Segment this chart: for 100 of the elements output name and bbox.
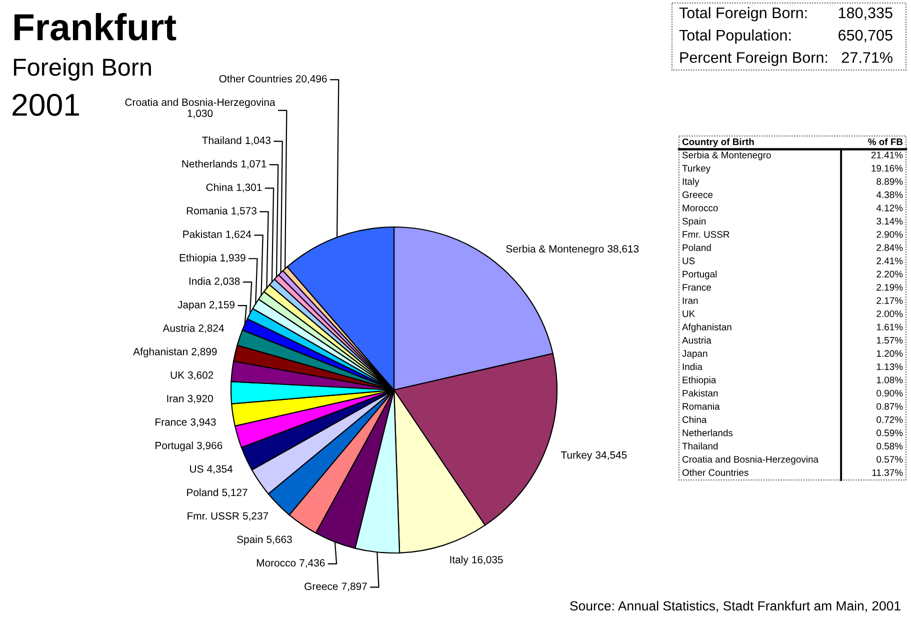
text: 650,705	[838, 30, 892, 42]
data-label: 16,035	[472, 556, 503, 565]
slice-label: US	[190, 465, 204, 473]
data-label: 8.89%	[876, 178, 903, 185]
data-label: 0.58%	[876, 442, 903, 450]
category-label: Austria	[682, 336, 712, 344]
text: 2001	[12, 94, 79, 116]
category-label: Japan	[682, 350, 708, 359]
data-label: 2.20%	[876, 270, 903, 278]
data-label: 2,899	[192, 348, 217, 357]
slice-label: Poland	[187, 488, 218, 496]
category-label: US	[682, 258, 695, 264]
slice-label: China	[206, 183, 234, 191]
data-label: 1.08%	[876, 376, 903, 384]
source-note: Source: Annual Statistics, Stadt Frankfurt am Main, 2001	[570, 600, 900, 612]
data-label: 2,038	[214, 278, 240, 286]
slice-label: Austria	[162, 324, 196, 332]
data-label: 21.41%	[871, 152, 903, 158]
data-label: 0.57%	[876, 456, 903, 463]
category-label: Ethiopia	[682, 376, 716, 386]
data-label: 3,966	[196, 442, 222, 450]
data-label: 0.87%	[876, 403, 903, 410]
slice-label: Morocco	[256, 559, 296, 567]
text: 27.71%	[842, 52, 892, 63]
slice-label: Greece	[304, 582, 338, 590]
category-label: Spain	[682, 218, 706, 226]
data-label: 4,354	[207, 465, 233, 474]
slice-label: Spain	[237, 535, 263, 546]
data-label: 1,043	[246, 136, 271, 146]
data-label: 7,897	[342, 582, 367, 592]
data-label: 1,939	[220, 254, 246, 263]
slice-label: Other Countries	[219, 74, 292, 82]
category-label: Other Countries	[682, 468, 748, 476]
data-label: 0.59%	[876, 430, 903, 436]
category-label: Italy	[682, 178, 700, 187]
data-label: 3,920	[188, 394, 213, 404]
category-label: Afghanistan	[682, 323, 732, 332]
data-label: 2,159	[209, 300, 235, 310]
data-label: 11.37%	[872, 469, 903, 476]
slice-label: Thailand	[202, 136, 242, 144]
data-label: 0.90%	[876, 390, 903, 397]
slice-label: Romania	[186, 206, 228, 214]
category-label: Poland	[682, 244, 711, 251]
slice-label: Serbia & Montenegro	[506, 244, 604, 255]
data-label: 3,602	[188, 371, 214, 380]
text: 180,335	[838, 7, 892, 20]
data-label: 7,436	[300, 559, 325, 568]
data-label: 2,824	[198, 324, 224, 334]
chart-title: Frankfurt	[14, 13, 176, 41]
category-label: Iran	[682, 297, 698, 304]
slice-label: Fmr. USSR	[188, 512, 239, 520]
data-label: 1.20%	[876, 350, 903, 357]
slice-label: Turkey	[560, 451, 592, 461]
category-label: Netherlands	[682, 429, 733, 436]
data-label: 2.41%	[876, 258, 903, 264]
data-label: 34,545	[596, 451, 627, 460]
category-label: Serbia & Montenegro	[682, 151, 771, 160]
data-label: 1,624	[226, 230, 252, 240]
slice-label: Italy	[450, 556, 468, 566]
slice-label: Croatia and Bosnia-Herzegovina	[125, 98, 276, 108]
text: Total Population:	[679, 29, 791, 44]
slice-label: Pakistan	[183, 230, 222, 238]
text: Total Foreign Born:	[679, 7, 807, 22]
chart-subtitle: Foreign Born	[14, 58, 151, 81]
category-label: Greece	[682, 191, 713, 198]
data-label: 1,030	[188, 110, 213, 118]
data-label: 2.84%	[876, 244, 903, 251]
category-label: France	[682, 284, 711, 291]
slice-label: Portugal	[156, 442, 193, 452]
slice-label: UK	[170, 372, 184, 379]
category-label: Romania	[682, 402, 720, 410]
data-label: 1.61%	[876, 324, 903, 330]
slice-label: Afghanistan	[133, 348, 188, 358]
text: Percent Foreign Born:	[680, 52, 828, 66]
slice-label: Iran	[167, 394, 184, 402]
category-label: Thailand	[682, 442, 718, 450]
data-label: 1,301	[236, 184, 262, 192]
slice-label: Japan	[178, 301, 206, 310]
data-label: 2.00%	[876, 310, 903, 318]
category-label: Fmr. USSR	[682, 231, 730, 238]
text: Country of Birth	[682, 138, 754, 148]
data-label: 2.19%	[876, 284, 903, 291]
category-label: Croatia and Bosnia-Herzegovina	[682, 456, 818, 465]
data-label: 19.16%	[872, 164, 903, 172]
category-label: Morocco	[682, 204, 718, 212]
data-label: 5,127	[222, 488, 248, 498]
category-label: Portugal	[682, 270, 717, 280]
text: % of FB	[868, 138, 903, 146]
data-label: 2.90%	[876, 231, 903, 238]
slice-label: India	[189, 277, 212, 285]
category-label: Turkey	[682, 164, 710, 174]
category-label: UK	[682, 310, 696, 318]
data-label: 0.72%	[876, 416, 903, 423]
data-label: 4.12%	[876, 204, 903, 212]
data-label: 4.38%	[876, 191, 903, 198]
category-label: India	[682, 363, 702, 370]
data-label: 5,237	[242, 512, 268, 521]
category-label: Pakistan	[682, 390, 718, 397]
data-label: 1,573	[232, 207, 256, 216]
slice-label: Ethiopia	[180, 254, 217, 264]
